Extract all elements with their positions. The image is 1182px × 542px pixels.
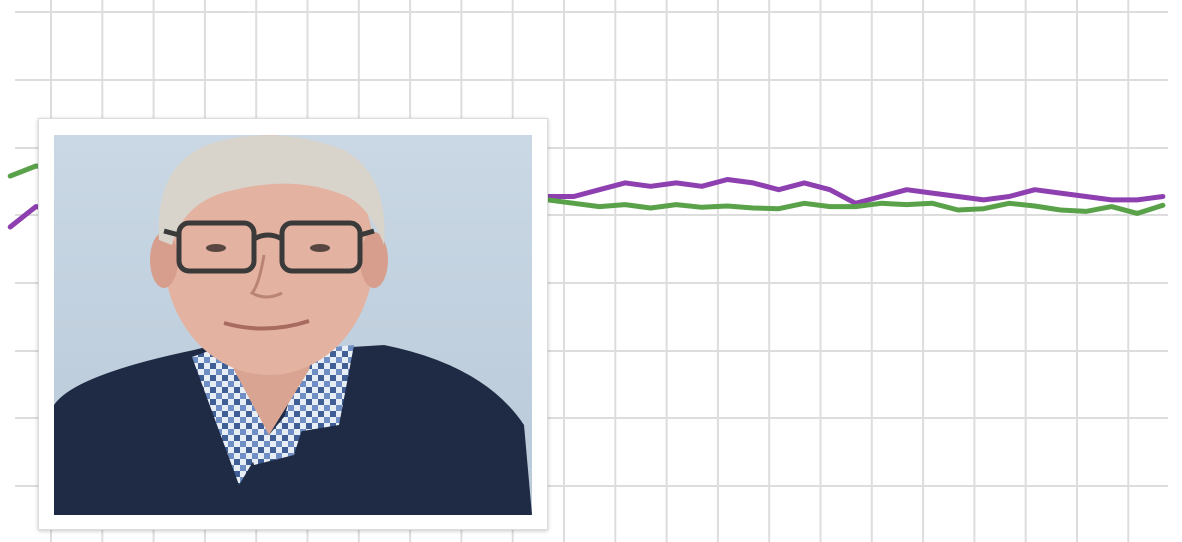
ear [150, 232, 178, 288]
portrait-photo-icon [54, 135, 532, 515]
nose [249, 254, 283, 299]
glasses-icon [163, 220, 375, 274]
eye [206, 244, 226, 252]
mouth [223, 319, 310, 331]
eye [310, 244, 330, 252]
hair [158, 135, 385, 245]
ear [360, 232, 388, 288]
portrait-frame [38, 118, 548, 530]
shirt-v [229, 375, 319, 465]
